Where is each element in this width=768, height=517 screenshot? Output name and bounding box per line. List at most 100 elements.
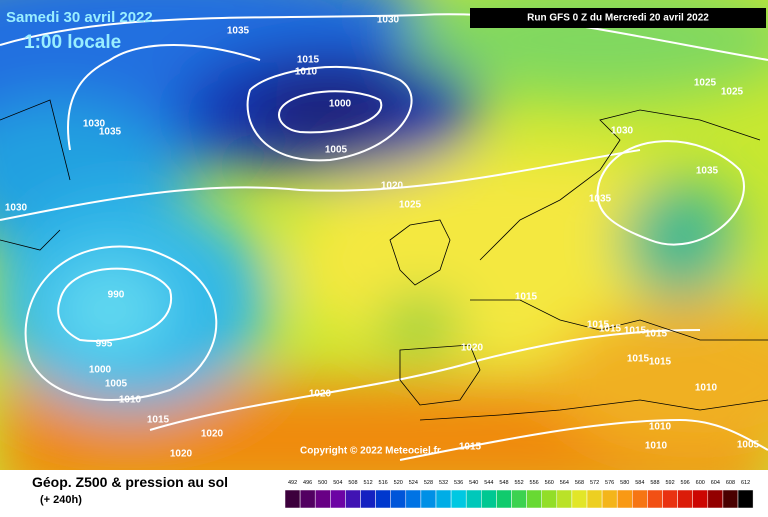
isobar-label: 1020 [309,389,332,400]
scale-label: 560 [545,480,554,486]
scale-swatch [375,489,391,509]
scale-label: 576 [605,480,614,486]
scale-swatch [616,489,633,509]
isobars [0,13,768,461]
scale-label: 588 [650,480,659,486]
scale-swatch [737,489,754,509]
scale-label: 548 [499,480,508,486]
scale-label: 592 [665,480,674,486]
isobar-label: 1015 [627,354,650,365]
field: 1030103510151010100010051030103510301020… [0,0,768,470]
scale-label: 612 [741,480,750,486]
isobar-label: 1010 [119,395,142,406]
scale-swatch [511,489,527,509]
isobar-label: 1015 [599,324,622,335]
isobar-label: 1010 [695,383,718,394]
isobar-label: 1020 [170,449,193,460]
isobar-label: 1035 [99,127,122,138]
isobar-label: 990 [108,290,125,301]
scale-swatch [632,489,648,509]
scale-swatch [586,489,603,509]
scale-swatch [450,489,467,509]
isobar-label: 1015 [649,357,672,368]
scale-label: 556 [530,480,539,486]
scale-swatch [405,489,422,509]
isobar-label: 1030 [611,126,634,137]
scale-swatch [435,489,452,509]
isobar-label: 1015 [645,329,668,340]
isobar-label: 1010 [295,67,318,78]
scale-swatch [496,489,512,509]
isobar-label: 1005 [737,440,760,451]
isobar-label: 1035 [696,166,719,177]
isobar-label: 1020 [381,181,404,192]
isobar-label: 1025 [399,200,422,211]
scale-label: 540 [469,480,478,486]
color-scale: 492 496 500 504 508 512 516 520 524 528 532 536 540 5… [284,480,754,509]
scale-label: 572 [590,480,599,486]
isobar-label: 1025 [694,78,717,89]
scale-swatch [541,489,558,509]
scale-swatch [662,489,678,509]
run: Run GFS 0 Z du Mercredi 20 avril 2022 [527,13,709,24]
scale-swatch [571,489,588,509]
isobar-label: 1035 [227,26,250,37]
coastlines [0,99,768,421]
isobar-label: 1035 [589,194,612,205]
isobar-label: 1020 [201,429,224,440]
scale-swatch [692,489,709,509]
scale-swatch [556,489,573,509]
scale-label: 600 [696,480,705,486]
isobar-label: 1025 [721,87,744,98]
isobar-label: 1005 [325,145,348,156]
scale-swatch [420,489,437,509]
isobar-label: 1010 [645,441,668,452]
isobar-label: 1015 [587,320,610,331]
isobar-label: 1030 [5,203,28,214]
scale-swatch [465,489,482,509]
scale-label: 608 [726,480,735,486]
footer-title: Géop. Z500 & pression au sol [32,474,228,490]
isobar-label: 1015 [459,442,482,453]
scale-label: 532 [439,480,448,486]
scale-label: 516 [379,480,388,486]
scale-label: 552 [514,480,523,486]
date: Samedi 30 avril 2022 [6,9,153,26]
scale-swatch [284,489,301,509]
isobar-label: 1005 [105,379,128,390]
copyright: Copyright © 2022 Meteociel.fr [300,446,441,457]
time: 1:00 locale [24,32,121,53]
isobar-label: 1020 [461,343,484,354]
isobar-label: 1015 [515,292,538,303]
scale-label: 564 [560,480,569,486]
scale-label: 508 [348,480,357,486]
isobar-label: 995 [96,339,113,350]
scale-label: 544 [484,480,493,486]
scale-label: 492 [288,480,297,486]
footer-lead: (+ 240h) [40,494,82,506]
isobar-label: 1000 [89,365,112,376]
scale-label: 504 [333,480,342,486]
scale-swatch [722,489,739,509]
scale-label: 596 [681,480,690,486]
scale-swatch [330,489,346,509]
scale-swatch [299,489,316,509]
scale-label: 580 [620,480,629,486]
scale-swatch [707,489,724,509]
isobar-label: 1000 [329,99,352,110]
isobar-labels: 1030103510151010100010051030103510301020… [5,15,760,460]
scale-label: 512 [363,480,372,486]
isobar-label: 1015 [624,326,647,337]
isobar-label: 1030 [377,15,400,26]
isobar-label: 1015 [297,55,320,66]
scale-swatch [526,489,542,509]
isobar-label: 1010 [649,422,672,433]
scale-swatch [647,489,663,509]
scale-label: 536 [454,480,463,486]
scale-swatch [390,489,407,509]
scale-swatch [601,489,618,509]
scale-swatch [345,489,361,509]
scale-label: 528 [424,480,433,486]
run-box [470,8,766,28]
isobar-label: 1015 [147,415,170,426]
